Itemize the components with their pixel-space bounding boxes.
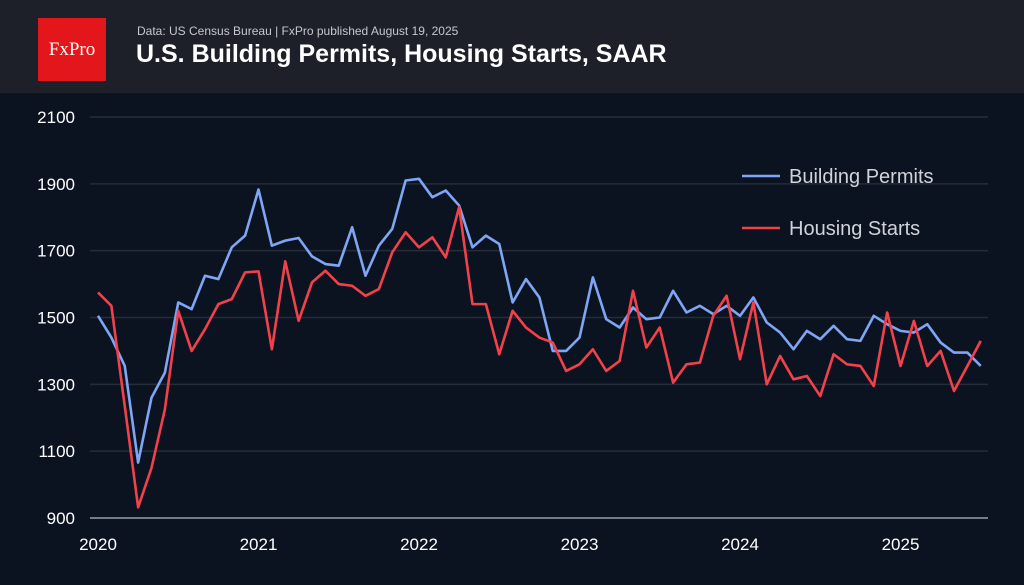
- x-tick-label: 2025: [882, 535, 920, 554]
- y-tick-label: 1100: [38, 442, 75, 461]
- fxpro-logo: FxPro: [38, 18, 106, 81]
- legend-label: Building Permits: [789, 166, 934, 188]
- y-tick-label: 1900: [37, 175, 75, 194]
- x-tick-label: 2021: [240, 535, 278, 554]
- x-tick-label: 2020: [79, 535, 117, 554]
- y-tick-label: 900: [47, 509, 75, 528]
- chart-source: Data: US Census Bureau | FxPro published…: [137, 24, 459, 38]
- series-line-building-permits: [96, 177, 982, 464]
- x-tick-label: 2024: [721, 535, 759, 554]
- legend-label: Housing Starts: [789, 218, 920, 240]
- header: FxPro Data: US Census Bureau | FxPro pub…: [0, 0, 1024, 93]
- chart-title: U.S. Building Permits, Housing Starts, S…: [136, 40, 667, 68]
- y-tick-label: 1300: [37, 375, 75, 394]
- y-tick-label: 1500: [37, 309, 75, 328]
- x-tick-label: 2023: [561, 535, 599, 554]
- x-tick-label: 2022: [400, 535, 438, 554]
- y-tick-label: 1700: [37, 242, 75, 261]
- y-tick-label: 2100: [37, 108, 75, 127]
- series-line-housing-starts: [97, 205, 982, 509]
